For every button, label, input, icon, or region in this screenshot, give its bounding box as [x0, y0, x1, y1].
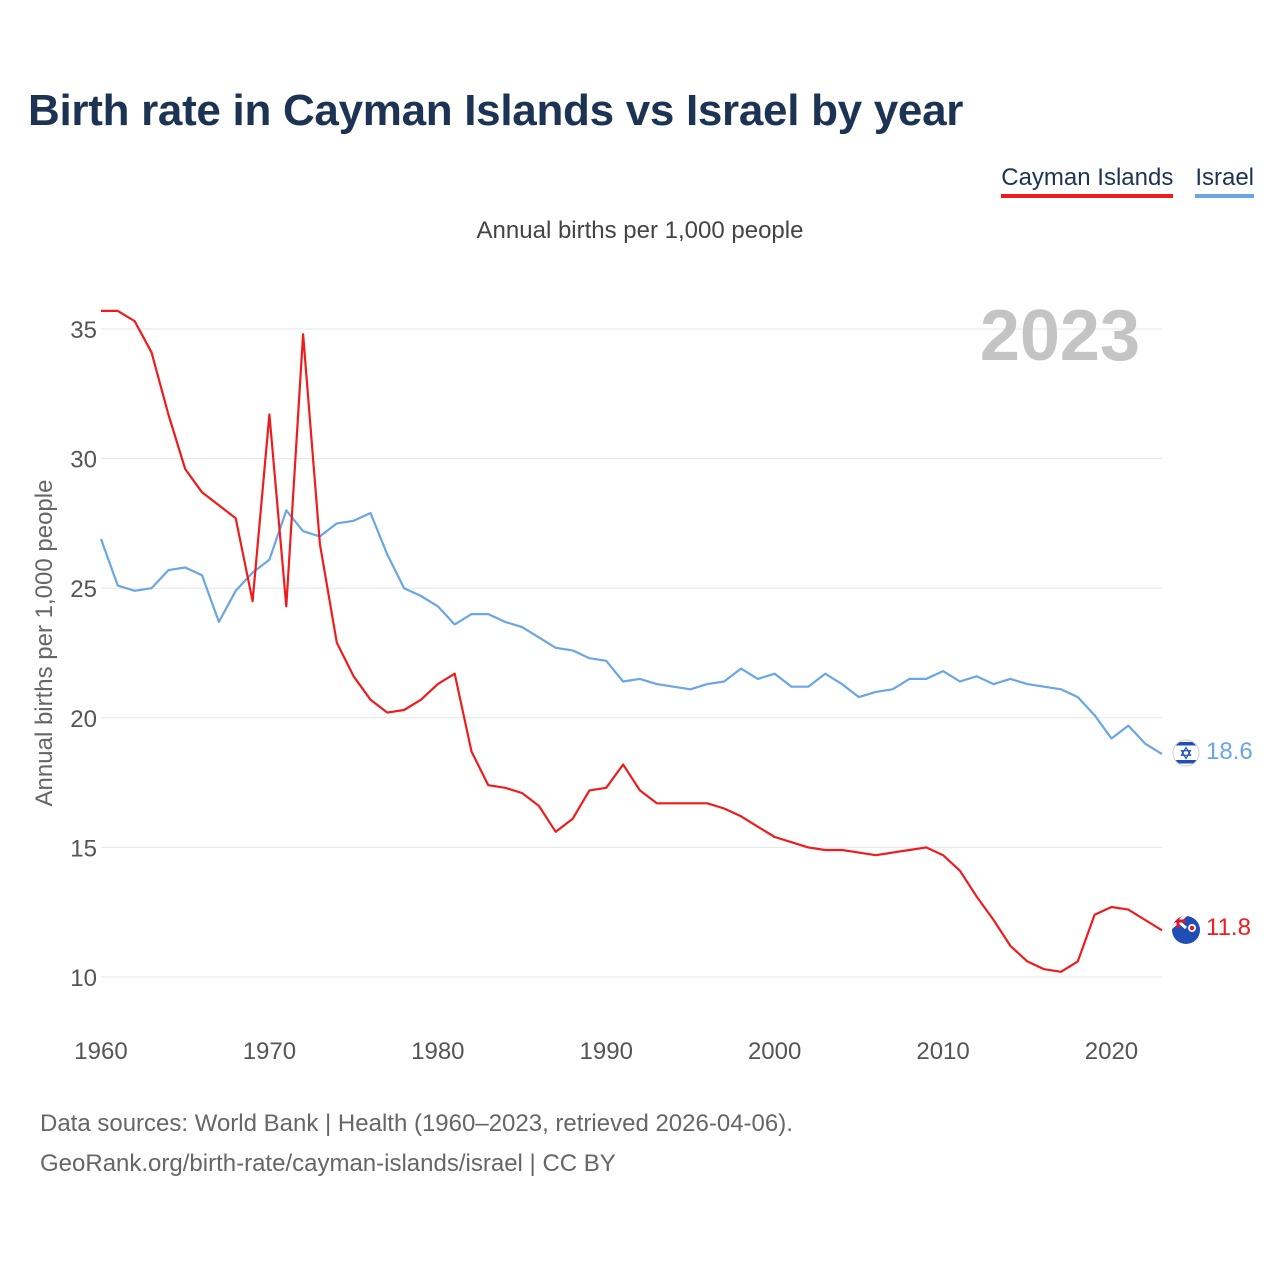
axes: 10 15 20 25 30 35 1960 1970 1980 1990 2000 2010 2020: [70, 317, 1138, 1065]
y-tick-label: 35: [70, 317, 97, 344]
source-line-1: Data sources: World Bank | Health (1960–…: [40, 1110, 793, 1137]
x-tick-label: 1990: [580, 1038, 633, 1065]
cayman-islands-end-value: 11.8: [1206, 914, 1251, 941]
israel-flag-icon: [1172, 739, 1200, 767]
x-tick-label: 1960: [74, 1038, 127, 1065]
y-tick-label: 20: [70, 706, 97, 733]
y-tick-label: 25: [70, 576, 97, 603]
y-tick-label: 15: [70, 835, 97, 862]
x-tick-label: 1970: [243, 1038, 296, 1065]
cayman-islands-flag-icon: [1172, 916, 1200, 944]
year-overlay: 2023: [980, 296, 1140, 376]
y-tick-label: 10: [70, 965, 97, 992]
x-tick-label: 1980: [411, 1038, 464, 1065]
x-tick-label: 2010: [916, 1038, 969, 1065]
x-tick-label: 2000: [748, 1038, 801, 1065]
series-line-cayman-islands: [101, 309, 1163, 973]
page-title: Birth rate in Cayman Islands vs Israel b…: [28, 86, 964, 135]
series-line-israel: [99, 509, 1163, 756]
grid: [101, 328, 1162, 978]
legend-item-cayman-islands[interactable]: Cayman Islands: [1001, 164, 1174, 198]
series: [99, 309, 1163, 973]
legend-item-israel[interactable]: Israel: [1195, 164, 1254, 198]
chart-subtitle: Annual births per 1,000 people: [476, 217, 804, 244]
y-tick-label: 30: [70, 447, 97, 474]
source-note: Data sources: World Bank | Health (1960–…: [40, 1104, 793, 1184]
source-line-2[interactable]: GeoRank.org/birth-rate/cayman-islands/is…: [40, 1150, 616, 1177]
israel-end-value: 18.6: [1206, 738, 1253, 765]
x-tick-label: 2020: [1085, 1038, 1138, 1065]
y-axis-label: Annual births per 1,000 people: [31, 480, 58, 807]
legend: Cayman Islands Israel: [1001, 164, 1254, 198]
